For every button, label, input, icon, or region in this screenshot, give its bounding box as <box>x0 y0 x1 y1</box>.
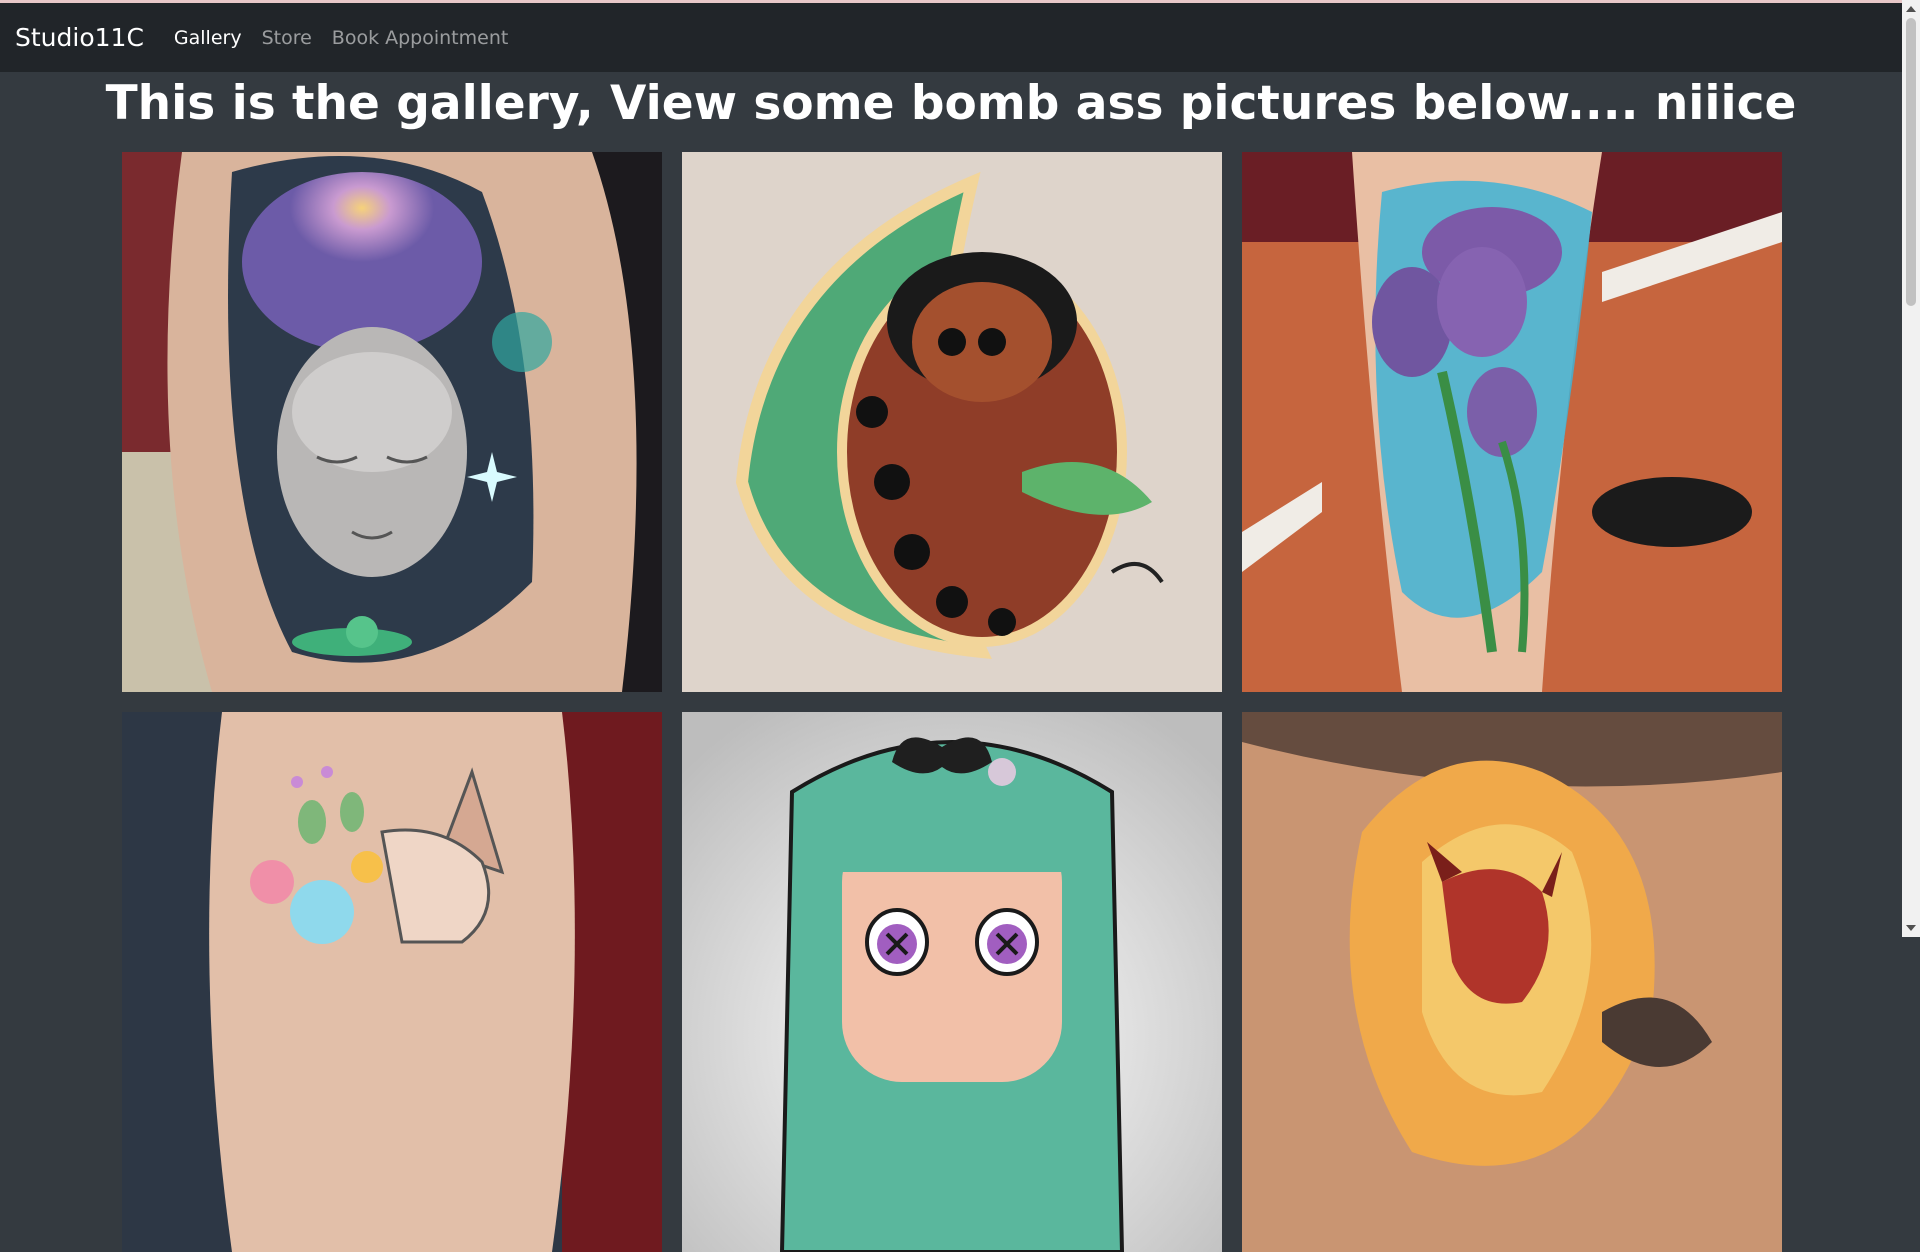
devil-tattoo-image <box>1242 712 1782 1252</box>
page-scrollbar[interactable] <box>1902 0 1920 937</box>
scroll-up-icon[interactable] <box>1906 6 1916 12</box>
scroll-thumb[interactable] <box>1906 18 1916 306</box>
gallery-image-devil-tattoo[interactable] <box>1242 712 1782 1252</box>
girl-drawing-image <box>682 712 1222 1252</box>
scroll-down-icon[interactable] <box>1906 925 1916 931</box>
gallery-image-girl-drawing[interactable] <box>682 712 1222 1252</box>
tulip-tattoo-image <box>1242 152 1782 692</box>
page-heading: This is the gallery, View some bomb ass … <box>105 76 1797 131</box>
gallery-image-pillbug-drawing[interactable] <box>682 152 1222 692</box>
pillbug-drawing-image <box>682 152 1222 692</box>
nav-link-store[interactable]: Store <box>261 26 312 49</box>
brand-link[interactable]: Studio11C <box>15 23 144 52</box>
top-accent-line <box>0 0 1920 3</box>
nav-link-gallery[interactable]: Gallery <box>173 26 242 49</box>
gallery-image-fox-tattoo[interactable] <box>122 712 662 1252</box>
navbar: Studio11C Gallery Store Book Appointment <box>0 3 1902 72</box>
fox-tattoo-image <box>122 712 662 1252</box>
gallery-image-buddha-tattoo[interactable] <box>122 152 662 692</box>
nav-link-book-appointment[interactable]: Book Appointment <box>331 26 509 49</box>
gallery-image-tulip-tattoo[interactable] <box>1242 152 1782 692</box>
buddha-tattoo-image <box>122 152 662 692</box>
